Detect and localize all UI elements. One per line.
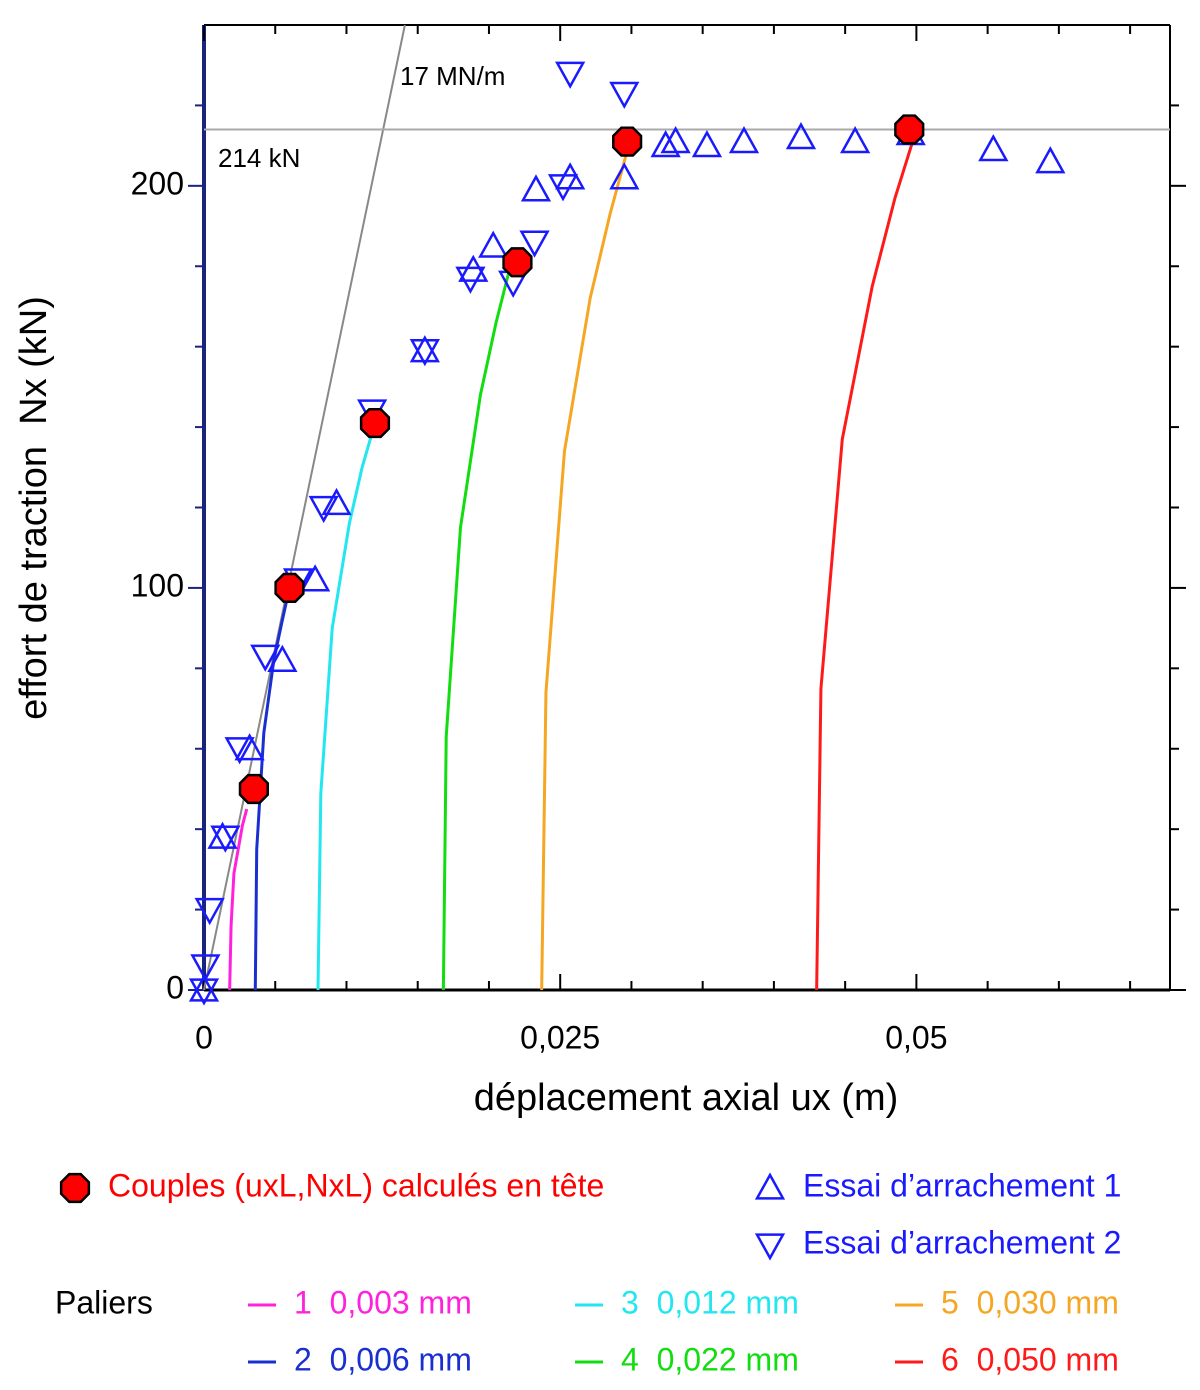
data-point: [839, 126, 871, 154]
data-point: [210, 825, 241, 853]
data-point: [238, 773, 269, 805]
data-point: [894, 114, 925, 145]
annotation: 17 MN/m: [400, 61, 505, 91]
legend-marker: [754, 1172, 786, 1200]
x-tick-label: 0,025: [520, 1019, 600, 1055]
data-point: [274, 572, 305, 604]
legend-label: 5 0,030 mm: [941, 1284, 1119, 1320]
data-point: [728, 126, 760, 154]
y-tick-label: 100: [131, 567, 184, 603]
data-point: [190, 954, 221, 982]
data-point: [609, 81, 640, 109]
palier-curve: [253, 587, 291, 991]
data-point: [612, 126, 643, 157]
y-axis-title: effort de traction Nx (kN): [13, 296, 55, 720]
data-point: [194, 897, 225, 926]
data-point: [520, 174, 552, 202]
data-point: [785, 122, 817, 150]
x-axis-title: déplacement axial ux (m): [474, 1077, 899, 1119]
data-point: [300, 564, 331, 592]
palier-curve: [540, 145, 631, 991]
legend-label: 3 0,012 mm: [621, 1284, 799, 1320]
data-point: [609, 162, 640, 190]
annotation: 214 kN: [218, 143, 300, 173]
y-tick-label: 0: [166, 969, 184, 1005]
data-point: [409, 335, 440, 363]
data-point: [359, 407, 391, 439]
data-point: [321, 487, 352, 516]
data-point: [234, 733, 265, 761]
data-point: [502, 247, 533, 278]
data-point: [409, 339, 440, 367]
data-point: [224, 737, 255, 765]
legend-label: 4 0,022 mm: [621, 1341, 799, 1377]
data-point: [519, 230, 550, 258]
data-point: [660, 126, 691, 154]
data-point: [691, 130, 723, 158]
data-point: [1035, 146, 1066, 174]
legend-label: 6 0,050 mm: [941, 1341, 1119, 1377]
legend-label: Couples (uxL,NxL) calculés en tête: [108, 1167, 604, 1203]
data-point: [308, 495, 339, 524]
palier-curve: [815, 129, 918, 991]
data-point: [547, 174, 579, 202]
legend-marker: [754, 1233, 786, 1261]
data-point: [650, 130, 681, 158]
legend-label: Essai d’arrachement 1: [803, 1167, 1121, 1203]
legend-label: 2 0,006 mm: [294, 1341, 472, 1377]
data-point: [555, 61, 586, 89]
data-point: [250, 644, 281, 672]
legend-label: Essai d’arrachement 2: [803, 1224, 1121, 1260]
y-tick-label: 200: [131, 165, 184, 201]
data-point: [455, 266, 486, 294]
data-point: [478, 230, 509, 258]
data-point: [188, 978, 220, 1006]
data-point: [267, 644, 298, 672]
legend-heading: Paliers: [55, 1284, 153, 1320]
data-point: [978, 134, 1009, 162]
legend-marker: [59, 1172, 91, 1204]
palier-curve: [316, 422, 377, 991]
x-tick-label: 0: [195, 1019, 213, 1055]
data-point: [188, 974, 220, 1002]
palier-curve: [441, 265, 512, 991]
x-tick-label: 0,05: [885, 1019, 947, 1055]
palier-curve: [228, 808, 249, 991]
legend-label: 1 0,003 mm: [294, 1284, 472, 1320]
